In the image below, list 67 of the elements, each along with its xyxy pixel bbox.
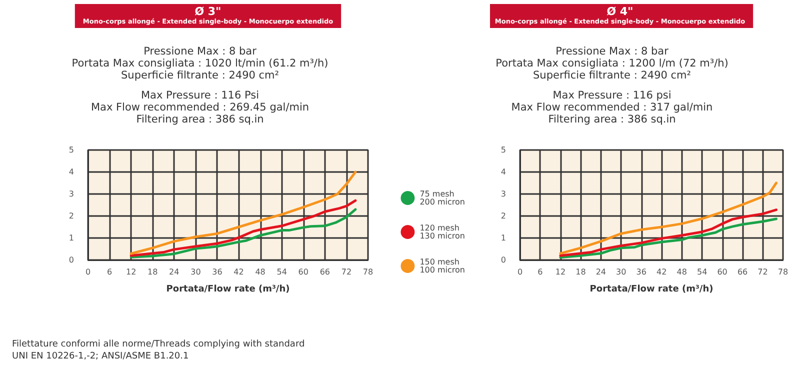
text: Max Flow recommended : 269.45 gal/min — [90, 102, 310, 114]
x-tick-label: 54 — [276, 268, 287, 276]
x-tick-label: 18 — [576, 268, 586, 276]
text: Max Pressure : 116 psi — [552, 90, 672, 102]
x-tick-label: 30 — [616, 268, 626, 276]
x-tick-label: 54 — [696, 268, 708, 276]
x-tick-label: 36 — [636, 268, 646, 276]
line-series — [130, 170, 357, 255]
x-tick-label: 18 — [148, 268, 158, 276]
y-tick-label: 5 — [500, 146, 506, 154]
x-tick-label: 6 — [106, 268, 112, 276]
x-tick-label: 66 — [320, 268, 330, 276]
x-tick-label: 6 — [538, 268, 543, 276]
legend-label: 120 mesh 130 micron — [420, 224, 466, 240]
x-tick-label: 48 — [676, 268, 687, 276]
y-tick-label: 0 — [68, 256, 74, 264]
x-tick-label: 72 — [758, 268, 768, 276]
y-tick-label: 4 — [68, 168, 74, 176]
line-series — [130, 208, 357, 258]
x-tick-label: 72 — [341, 268, 352, 276]
y-tick-label: 3 — [500, 190, 506, 198]
x-tick-label: 60 — [717, 268, 728, 276]
x-tick-label: 12 — [126, 268, 136, 276]
chart-title: Ø 4" — [606, 5, 634, 18]
text: Pressione Max : 8 bar — [556, 46, 670, 58]
legend-label: 150 mesh 100 micron — [420, 258, 466, 274]
x-axis-title: Portata/Flow rate (m³/h) — [590, 284, 714, 294]
text: UNI EN 10226-1,-2; ANSI/ASME B1.20.1 — [12, 352, 189, 362]
x-tick-label: 36 — [212, 268, 222, 276]
x-tick-label: 48 — [255, 268, 266, 276]
text: Pressione Max : 8 bar — [144, 46, 258, 58]
y-tick-label: 4 — [500, 168, 506, 176]
x-tick-label: 30 — [190, 268, 201, 276]
text: Superficie filtrante : 2490 cm² — [533, 70, 691, 82]
y-tick-label: 1 — [500, 234, 506, 242]
x-tick-label: 42 — [656, 268, 667, 276]
y-tick-label: 0 — [500, 256, 506, 264]
x-tick-label: 66 — [737, 268, 748, 276]
x-tick-label: 12 — [555, 268, 566, 276]
x-tick-label: 24 — [169, 268, 180, 276]
line-series — [559, 208, 778, 257]
text: Max Pressure : 116 Psi — [140, 90, 260, 102]
y-tick-label: 1 — [68, 234, 74, 242]
text: Portata Max consigliata : 1200 l/m (72 m³/h) — [496, 58, 728, 70]
line-series — [130, 199, 357, 257]
text: Filtering area : 386 sq.in — [136, 114, 264, 126]
chart-title: Ø 3" — [194, 5, 222, 18]
y-tick-label: 2 — [500, 212, 506, 220]
line-series — [559, 218, 778, 259]
x-axis-title: Portata/Flow rate (m³/h) — [166, 284, 290, 294]
legend-label: 75 mesh 200 micron — [420, 190, 466, 206]
y-tick-label: 3 — [68, 190, 74, 198]
x-tick-label: 24 — [596, 268, 606, 276]
text: Max Flow recommended : 317 gal/min — [511, 102, 713, 114]
y-tick-label: 5 — [68, 146, 74, 154]
x-tick-label: 60 — [298, 268, 308, 276]
text: Superficie filtrante : 2490 cm² — [121, 70, 279, 82]
x-tick-label: 78 — [778, 268, 788, 276]
x-tick-label: 78 — [362, 268, 374, 276]
text: Portata Max consigliata : 1020 lt/min (61.2 m³/h) — [72, 58, 328, 70]
x-tick-label: 42 — [234, 268, 244, 276]
x-tick-label: 0 — [85, 268, 91, 276]
text: Filettature conformi alle norme/Threads complying with standard — [12, 340, 305, 350]
text: Filtering area : 386 sq.in — [548, 114, 676, 126]
line-series — [559, 182, 778, 255]
x-tick-label: 0 — [517, 268, 523, 276]
y-tick-label: 2 — [68, 212, 74, 220]
